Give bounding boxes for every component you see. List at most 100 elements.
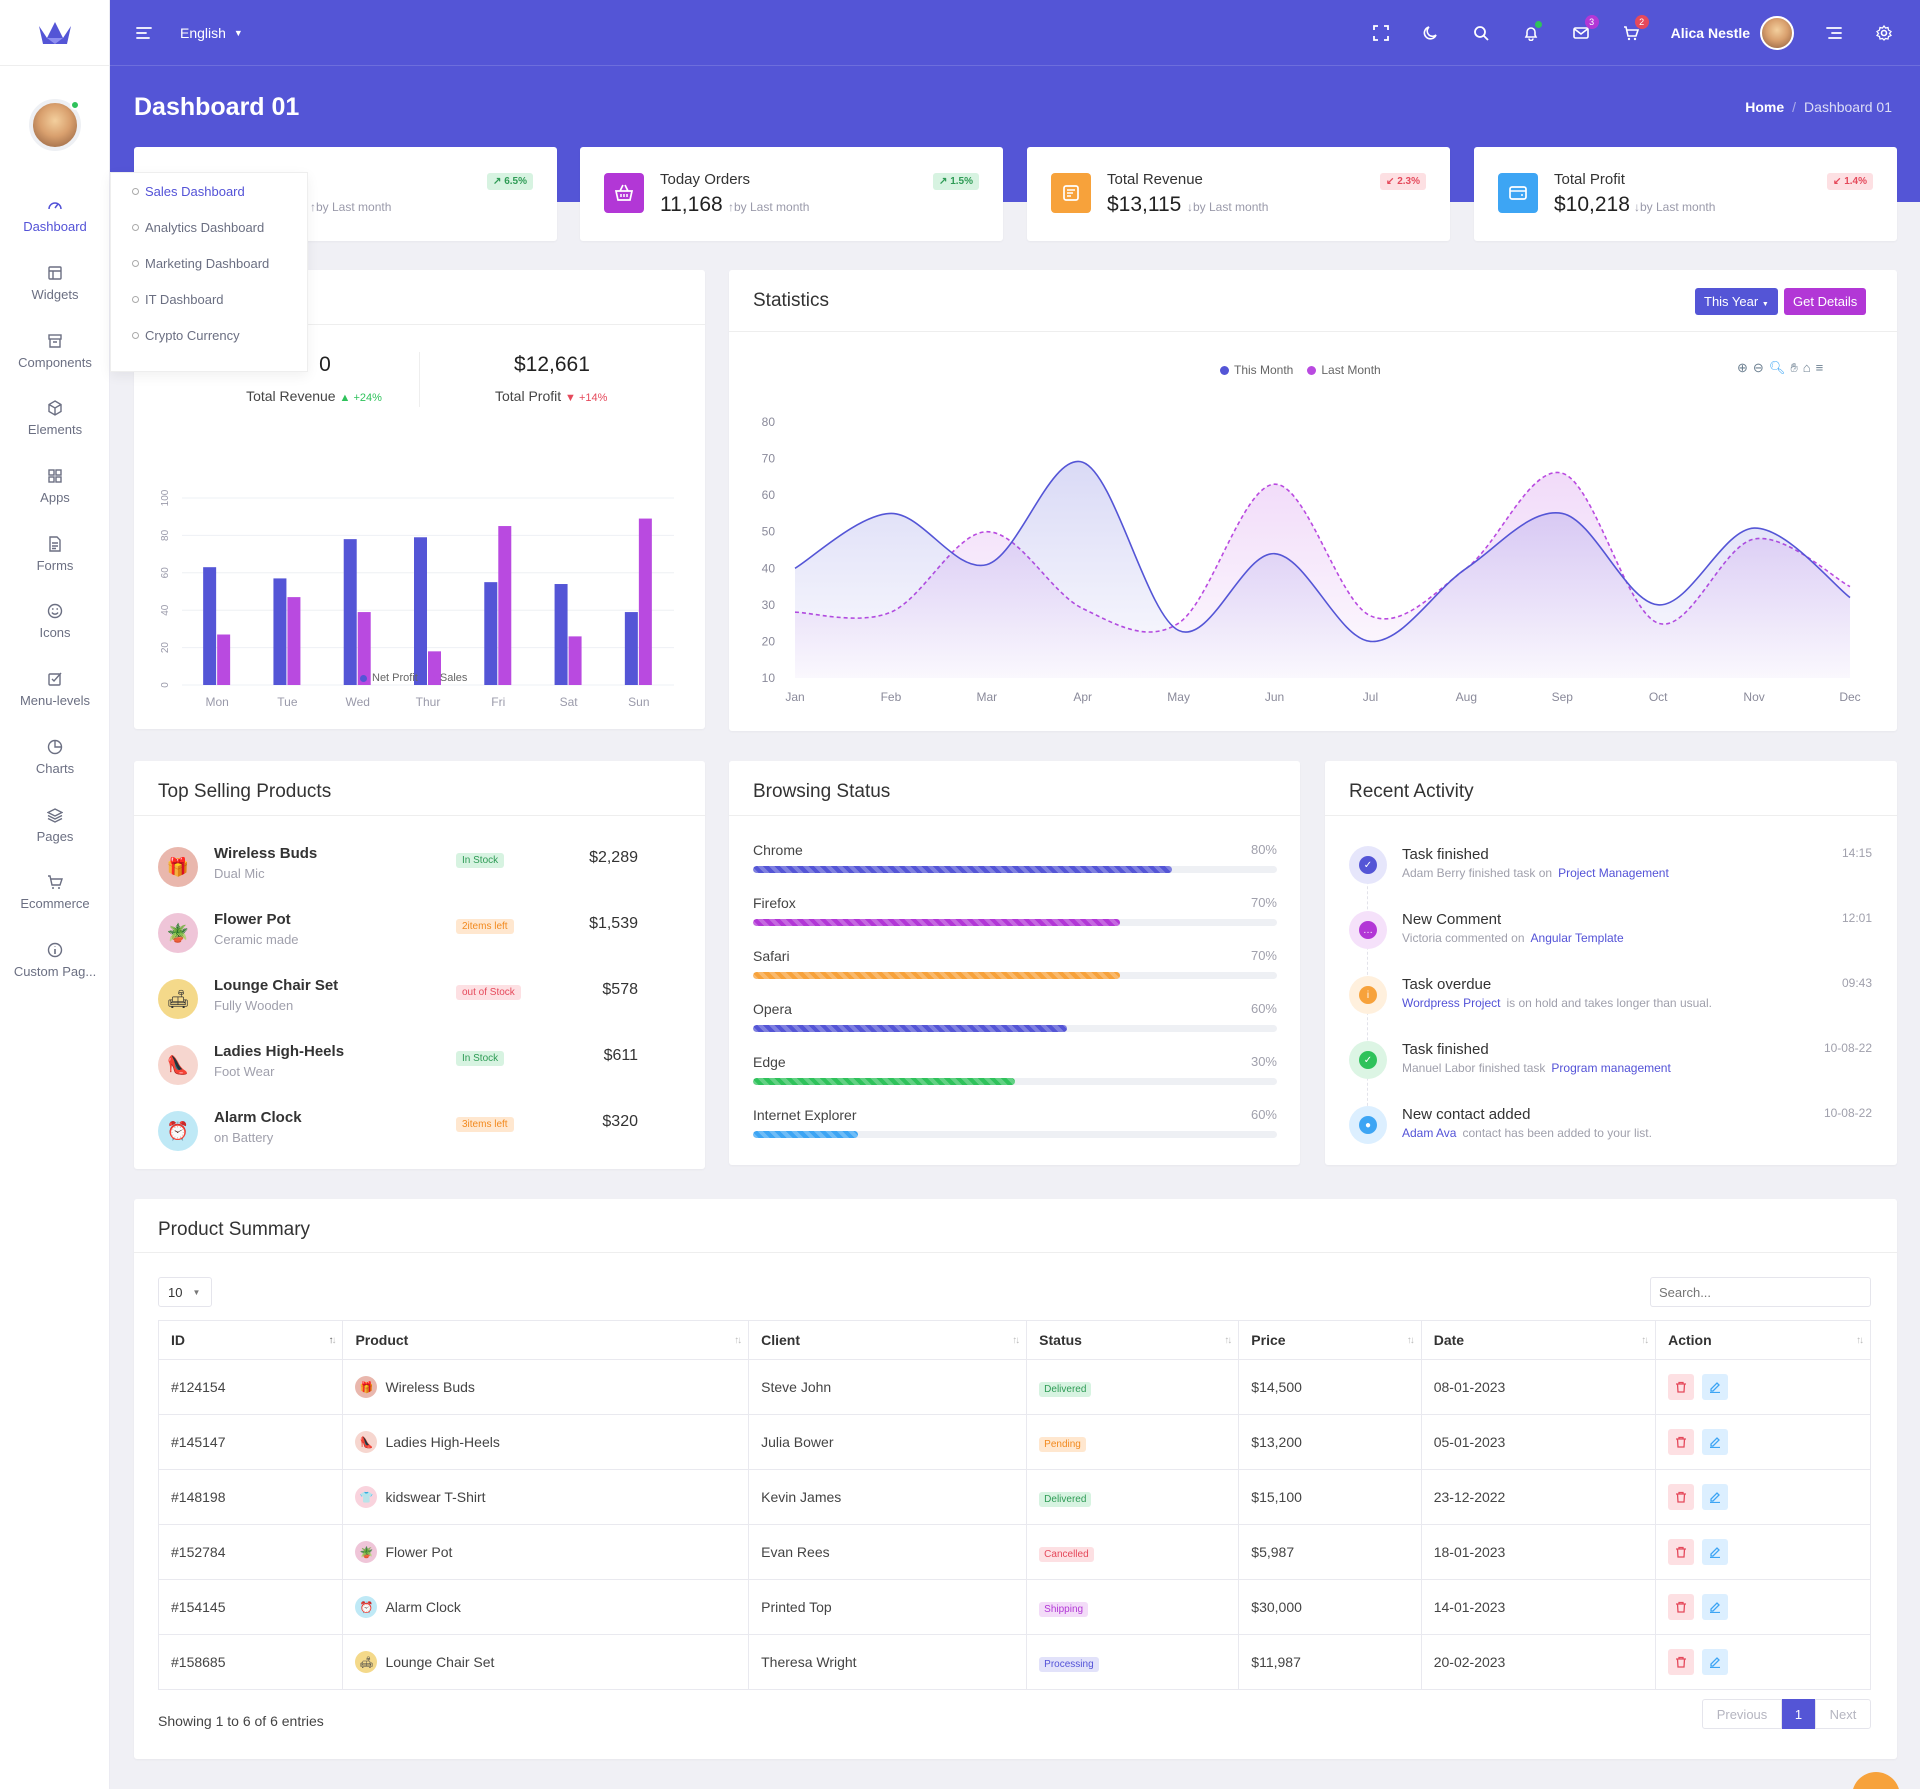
bar-net-profit[interactable] [203,567,217,685]
cart-icon[interactable]: 2 [1621,14,1649,43]
submenu-item-it-dashboard[interactable]: IT Dashboard [111,281,307,317]
chart-menu-icon[interactable]: ≡ [1815,360,1824,375]
bar-net-profit[interactable] [484,582,498,685]
kpi-change-badge: ↗ 6.5% [487,173,533,190]
bar-net-profit[interactable] [343,539,357,685]
page-size-select[interactable]: 10 ▼ [158,1277,212,1307]
breadcrumb: Home / Dashboard 01 [1745,99,1892,115]
edit-button[interactable] [1702,1484,1729,1510]
align-right-icon[interactable] [1824,23,1844,43]
product-item[interactable]: 🎁 Wireless Buds Dual Mic In Stock $2,289 [158,835,674,901]
sidebar-item-ecommerce[interactable]: Ecommerce [0,859,110,927]
chair-icon: 🛋 [158,979,198,1019]
product-item[interactable]: ⏰ Alarm Clock on Battery 3items left $32… [158,1099,674,1165]
edit-button[interactable] [1702,1374,1729,1400]
product-item[interactable]: 🪴 Flower Pot Ceramic made 2items left $1… [158,901,674,967]
activity-link[interactable]: Angular Template [1530,931,1624,945]
bar-net-profit[interactable] [624,612,638,685]
sidebar-item-apps[interactable]: Apps [0,453,110,521]
language-selector[interactable]: English ▼ [180,25,243,41]
gear-icon[interactable] [1874,23,1894,43]
bar-sales[interactable] [217,634,231,685]
edit-button[interactable] [1702,1594,1729,1620]
get-details-button[interactable]: Get Details [1784,288,1867,315]
legend-this-month[interactable]: This Month [1220,363,1293,377]
col-action[interactable]: Action ↑↓ [1655,1320,1871,1360]
series-line-this-month[interactable] [794,460,1851,643]
sidebar-item-pages[interactable]: Pages [0,791,110,859]
legend-sales[interactable]: Sales [427,672,467,684]
col-status[interactable]: Status ↑↓ [1026,1320,1240,1360]
magnify-icon[interactable]: 🔍︎ [1768,360,1786,375]
sidebar-item-charts[interactable]: Charts [0,724,110,792]
bar-sales[interactable] [638,518,652,685]
logo[interactable] [0,0,109,66]
edit-button[interactable] [1702,1649,1729,1675]
product-item[interactable]: 🛋 Lounge Chair Set Fully Wooden out of S… [158,967,674,1033]
fullscreen-icon[interactable] [1371,23,1391,43]
zoom-out-icon[interactable]: ⊖ [1752,360,1764,375]
pan-hand-icon[interactable]: ✋︎ [1790,360,1798,375]
bar-sales[interactable] [568,636,582,685]
activity-link[interactable]: Project Management [1558,866,1669,880]
trash-icon [1676,1436,1687,1448]
sidebar-item-custom-pag[interactable]: Custom Pag... [0,927,110,995]
previous-page-button[interactable]: Previous [1702,1699,1782,1729]
period-dropdown-button[interactable]: This Year ▼ [1695,288,1778,315]
edit-button[interactable] [1702,1429,1729,1455]
submenu-item-analytics-dashboard[interactable]: Analytics Dashboard [111,209,307,245]
bar-sales[interactable] [498,526,512,685]
delete-button[interactable] [1668,1374,1695,1400]
col-date[interactable]: Date ↑↓ [1420,1320,1657,1360]
col-product[interactable]: Product ↑↓ [342,1320,750,1360]
col-price[interactable]: Price ↑↓ [1238,1320,1422,1360]
trash-icon [1676,1381,1687,1393]
sort-icon: ↑↓ [1641,1335,1649,1346]
bell-icon[interactable] [1521,20,1542,43]
col-id[interactable]: ID ↑↓ [157,1320,344,1360]
activity-link[interactable]: Adam Ava [1402,1126,1457,1140]
bar-sales[interactable] [287,597,301,685]
product-desc: Ceramic made [214,932,299,947]
bar-sales[interactable] [357,612,371,685]
next-page-button[interactable]: Next [1815,1699,1871,1729]
settings-fab[interactable] [1852,1772,1900,1789]
col-client[interactable]: Client ↑↓ [748,1320,1028,1360]
submenu-item-crypto-currency[interactable]: Crypto Currency [111,317,307,353]
submenu-item-sales-dashboard[interactable]: Sales Dashboard [111,173,307,209]
product-item[interactable]: 👠 Ladies High-Heels Foot Wear In Stock $… [158,1033,674,1099]
bar-net-profit[interactable] [273,578,287,685]
sidebar-item-elements[interactable]: Elements [0,385,110,453]
edit-button[interactable] [1702,1539,1729,1565]
breadcrumb-home[interactable]: Home [1745,99,1785,115]
bar-net-profit[interactable] [554,584,568,685]
mail-icon[interactable]: 3 [1571,14,1599,43]
sidebar-item-components[interactable]: Components [0,317,110,385]
search-icon[interactable] [1471,23,1491,43]
activity-title: New contact added [1402,1106,1531,1123]
sidebar-item-widgets[interactable]: Widgets [0,250,110,318]
table-search-input[interactable] [1650,1277,1871,1307]
activity-link[interactable]: Wordpress Project [1402,996,1501,1010]
page-1-button[interactable]: 1 [1782,1699,1815,1729]
moon-icon[interactable] [1421,23,1441,43]
sidebar-item-forms[interactable]: Forms [0,520,110,588]
zoom-in-icon[interactable]: ⊕ [1737,360,1748,375]
user-menu[interactable]: Alica Nestle [1671,15,1794,50]
delete-button[interactable] [1668,1429,1695,1455]
reset-home-icon[interactable]: ⌂ [1802,360,1811,375]
delete-button[interactable] [1668,1539,1695,1565]
legend-net-profit[interactable]: Net Profit [360,672,418,684]
menu-toggle-icon[interactable] [136,26,152,40]
activity-link[interactable]: Program management [1551,1061,1671,1075]
legend-last-month[interactable]: Last Month [1307,363,1381,377]
bar-net-profit[interactable] [414,537,427,685]
sidebar-item-menu-levels[interactable]: Menu-levels [0,656,110,724]
sidebar-item-dashboard[interactable]: Dashboard [0,182,110,250]
sidebar-item-icons[interactable]: Icons [0,588,110,656]
delete-button[interactable] [1668,1484,1695,1510]
delete-button[interactable] [1668,1594,1695,1620]
submenu-item-marketing-dashboard[interactable]: Marketing Dashboard [111,245,307,281]
delete-button[interactable] [1668,1649,1695,1675]
sidebar-avatar[interactable] [29,99,81,151]
